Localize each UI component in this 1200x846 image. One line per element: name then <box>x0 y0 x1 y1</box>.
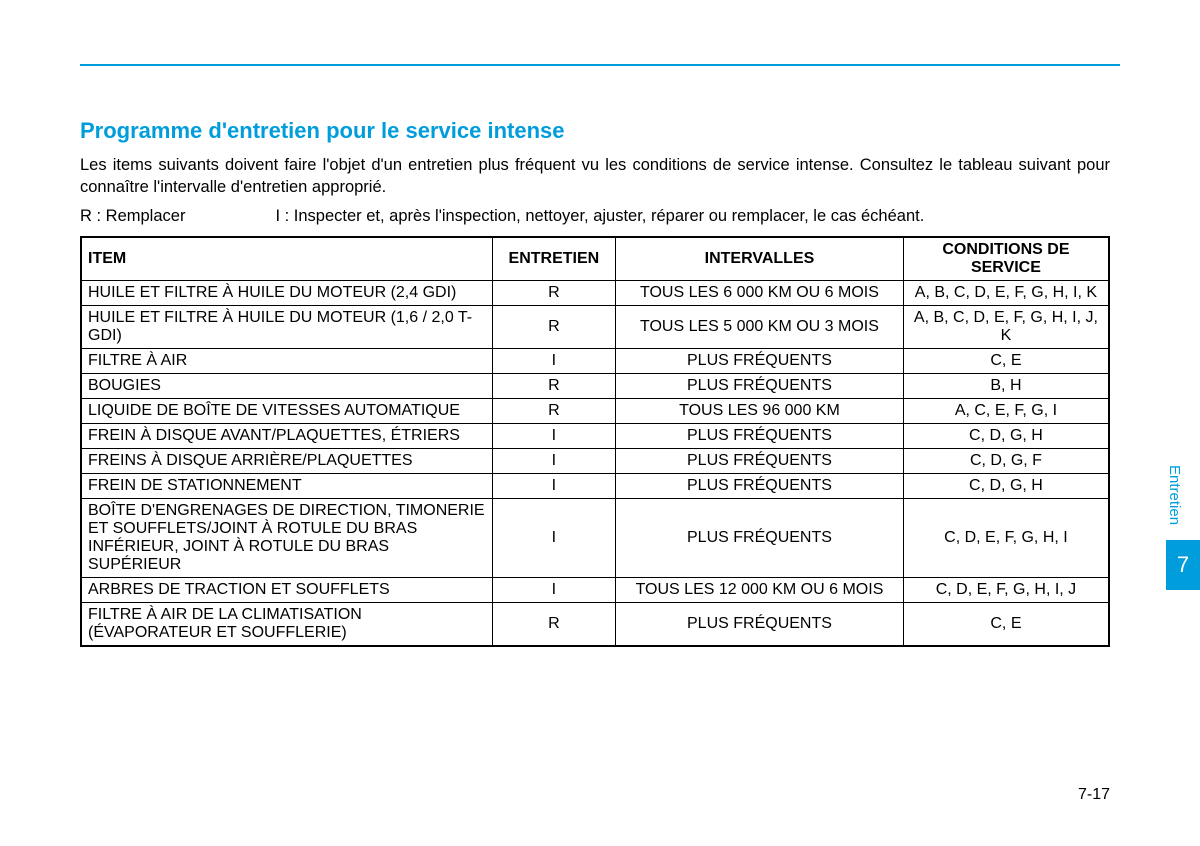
cell-conditions: A, B, C, D, E, F, G, H, I, K <box>903 280 1109 305</box>
cell-entretien: I <box>492 577 615 602</box>
th-entretien: ENTRETIEN <box>492 237 615 281</box>
cell-entretien: R <box>492 602 615 646</box>
table-row: FILTRE À AIR DE LA CLIMATISATION (ÉVAPOR… <box>81 602 1109 646</box>
side-tab: Entretien 7 <box>1166 455 1200 590</box>
cell-item: HUILE ET FILTRE À HUILE DU MOTEUR (2,4 G… <box>81 280 492 305</box>
table-row: HUILE ET FILTRE À HUILE DU MOTEUR (1,6 /… <box>81 305 1109 348</box>
table-body: HUILE ET FILTRE À HUILE DU MOTEUR (2,4 G… <box>81 280 1109 646</box>
cell-item: FREIN DE STATIONNEMENT <box>81 473 492 498</box>
cell-item: FREINS À DISQUE ARRIÈRE/PLAQUETTES <box>81 448 492 473</box>
cell-conditions: A, B, C, D, E, F, G, H, I, J, K <box>903 305 1109 348</box>
cell-item: ARBRES DE TRACTION ET SOUFFLETS <box>81 577 492 602</box>
cell-conditions: C, D, E, F, G, H, I, J <box>903 577 1109 602</box>
cell-intervalles: PLUS FRÉQUENTS <box>616 473 904 498</box>
page-number: 7-17 <box>1078 786 1110 804</box>
cell-conditions: C, D, G, H <box>903 473 1109 498</box>
cell-conditions: C, E <box>903 348 1109 373</box>
table-row: BOUGIESRPLUS FRÉQUENTSB, H <box>81 373 1109 398</box>
cell-item: HUILE ET FILTRE À HUILE DU MOTEUR (1,6 /… <box>81 305 492 348</box>
th-item: ITEM <box>81 237 492 281</box>
side-tab-label: Entretien <box>1166 455 1187 540</box>
table-row: HUILE ET FILTRE À HUILE DU MOTEUR (2,4 G… <box>81 280 1109 305</box>
cell-entretien: I <box>492 448 615 473</box>
cell-intervalles: PLUS FRÉQUENTS <box>616 348 904 373</box>
cell-conditions: C, E <box>903 602 1109 646</box>
cell-item: BOÎTE D'ENGRENAGES DE DIRECTION, TIMONER… <box>81 498 492 577</box>
table-row: BOÎTE D'ENGRENAGES DE DIRECTION, TIMONER… <box>81 498 1109 577</box>
cell-intervalles: TOUS LES 12 000 KM OU 6 MOIS <box>616 577 904 602</box>
cell-intervalles: PLUS FRÉQUENTS <box>616 498 904 577</box>
table-row: FILTRE À AIRIPLUS FRÉQUENTSC, E <box>81 348 1109 373</box>
cell-entretien: I <box>492 423 615 448</box>
cell-intervalles: TOUS LES 6 000 KM OU 6 MOIS <box>616 280 904 305</box>
legend-line: R : Remplacer I : Inspecter et, après l'i… <box>80 207 1110 226</box>
cell-entretien: R <box>492 305 615 348</box>
cell-item: LIQUIDE DE BOÎTE DE VITESSES AUTOMATIQUE <box>81 398 492 423</box>
table-row: LIQUIDE DE BOÎTE DE VITESSES AUTOMATIQUE… <box>81 398 1109 423</box>
maintenance-table: ITEM ENTRETIEN INTERVALLES CONDITIONS DE… <box>80 236 1110 647</box>
cell-entretien: I <box>492 348 615 373</box>
cell-conditions: A, C, E, F, G, I <box>903 398 1109 423</box>
cell-entretien: R <box>492 280 615 305</box>
cell-item: FILTRE À AIR <box>81 348 492 373</box>
cell-intervalles: PLUS FRÉQUENTS <box>616 448 904 473</box>
cell-entretien: R <box>492 373 615 398</box>
cell-intervalles: PLUS FRÉQUENTS <box>616 373 904 398</box>
table-row: FREIN À DISQUE AVANT/PLAQUETTES, ÉTRIERS… <box>81 423 1109 448</box>
cell-entretien: I <box>492 498 615 577</box>
cell-intervalles: PLUS FRÉQUENTS <box>616 423 904 448</box>
legend-r: R : Remplacer <box>80 207 185 225</box>
cell-intervalles: TOUS LES 5 000 KM OU 3 MOIS <box>616 305 904 348</box>
cell-item: FREIN À DISQUE AVANT/PLAQUETTES, ÉTRIERS <box>81 423 492 448</box>
cell-conditions: C, D, G, F <box>903 448 1109 473</box>
legend-i: I : Inspecter et, après l'inspection, ne… <box>275 207 924 225</box>
cell-conditions: C, D, E, F, G, H, I <box>903 498 1109 577</box>
cell-intervalles: PLUS FRÉQUENTS <box>616 602 904 646</box>
table-row: FREINS À DISQUE ARRIÈRE/PLAQUETTESIPLUS … <box>81 448 1109 473</box>
top-rule <box>80 64 1120 66</box>
cell-intervalles: TOUS LES 96 000 KM <box>616 398 904 423</box>
cell-item: BOUGIES <box>81 373 492 398</box>
cell-item: FILTRE À AIR DE LA CLIMATISATION (ÉVAPOR… <box>81 602 492 646</box>
cell-entretien: I <box>492 473 615 498</box>
cell-conditions: C, D, G, H <box>903 423 1109 448</box>
table-row: ARBRES DE TRACTION ET SOUFFLETSITOUS LES… <box>81 577 1109 602</box>
page-content: Programme d'entretien pour le service in… <box>80 118 1110 647</box>
th-conditions: CONDITIONS DE SERVICE <box>903 237 1109 281</box>
cell-conditions: B, H <box>903 373 1109 398</box>
table-row: FREIN DE STATIONNEMENTIPLUS FRÉQUENTSC, … <box>81 473 1109 498</box>
side-tab-number: 7 <box>1166 540 1200 590</box>
section-title: Programme d'entretien pour le service in… <box>80 118 1110 144</box>
th-intervalles: INTERVALLES <box>616 237 904 281</box>
cell-entretien: R <box>492 398 615 423</box>
table-header-row: ITEM ENTRETIEN INTERVALLES CONDITIONS DE… <box>81 237 1109 281</box>
intro-paragraph: Les items suivants doivent faire l'objet… <box>80 154 1110 199</box>
